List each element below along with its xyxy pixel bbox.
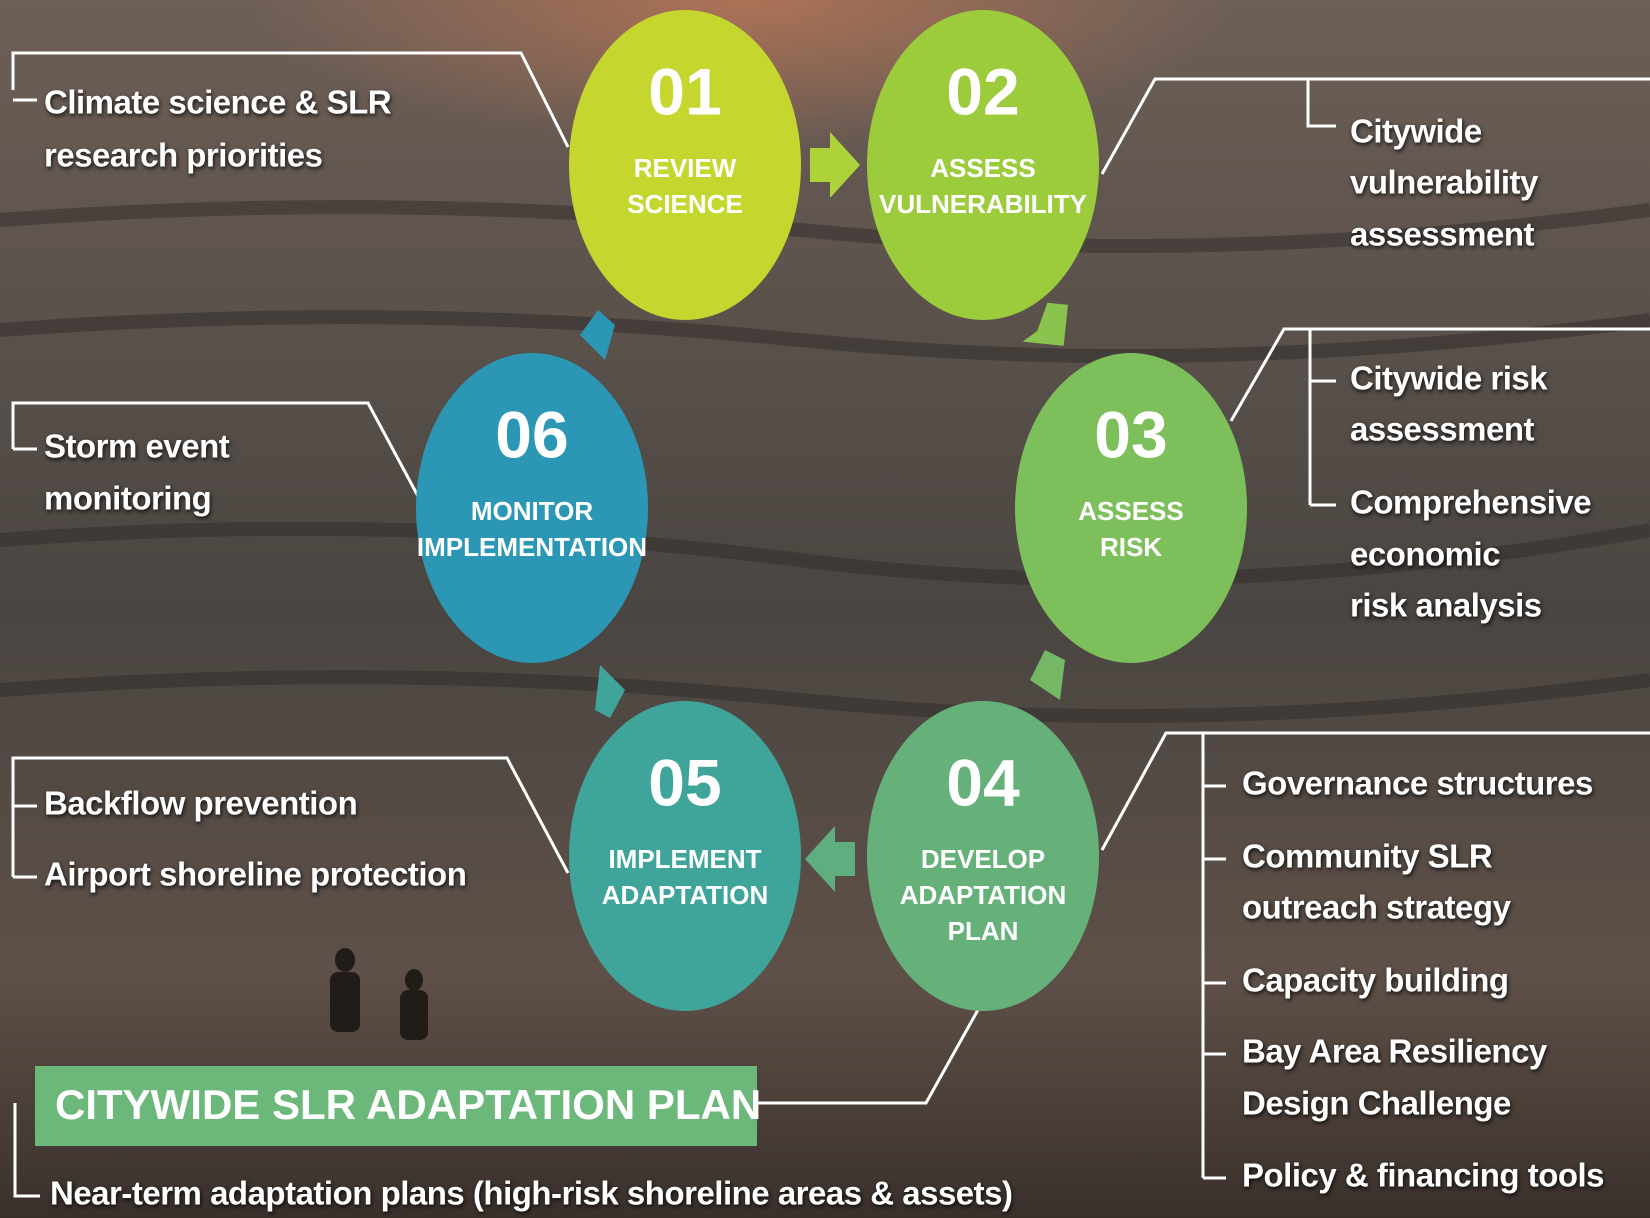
note-text: Design Challenge — [1242, 1085, 1511, 1122]
step-label: ADAPTATION — [602, 880, 769, 910]
step-label: SCIENCE — [627, 189, 743, 219]
note-text: Climate science & SLR — [44, 84, 392, 121]
note-text: Governance structures — [1242, 765, 1593, 802]
plan-note: Near-term adaptation plans (high-risk sh… — [50, 1175, 1012, 1212]
note-text: Backflow prevention — [44, 785, 357, 822]
step-number: 03 — [1094, 397, 1167, 471]
step-label: REVIEW — [634, 153, 737, 183]
note-text: assessment — [1350, 216, 1534, 253]
note-text: Storm event — [44, 428, 230, 465]
note-text: Citywide — [1350, 113, 1482, 150]
step-label: IMPLEMENT — [608, 844, 761, 874]
note-text: Bay Area Resiliency — [1242, 1033, 1548, 1070]
step-number: 04 — [946, 745, 1020, 819]
note-text: economic — [1350, 536, 1500, 573]
step-number: 06 — [495, 397, 568, 471]
note-text: vulnerability — [1350, 164, 1539, 201]
note-text: assessment — [1350, 411, 1534, 448]
step-label: ASSESS — [1078, 496, 1184, 526]
plan-title: CITYWIDE SLR ADAPTATION PLAN — [55, 1081, 761, 1128]
note-text: outreach strategy — [1242, 889, 1512, 926]
note-text: Citywide risk — [1350, 360, 1548, 397]
diagram: CITYWIDE SLR ADAPTATION PLAN Near-term a… — [0, 0, 1650, 1218]
step-label: RISK — [1100, 532, 1162, 562]
step-label: ASSESS — [930, 153, 1036, 183]
note-text: Policy & financing tools — [1242, 1157, 1604, 1194]
note-text: Comprehensive — [1350, 484, 1591, 521]
step-label: IMPLEMENTATION — [417, 532, 647, 562]
note-text: Community SLR — [1242, 838, 1493, 875]
note-text: Capacity building — [1242, 962, 1509, 999]
step-number: 01 — [648, 54, 721, 128]
step-label: VULNERABILITY — [879, 189, 1087, 219]
step-label: MONITOR — [471, 496, 594, 526]
note-text: Airport shoreline protection — [44, 856, 466, 893]
step-label: DEVELOP — [921, 844, 1045, 874]
note-text: risk analysis — [1350, 587, 1542, 624]
note-text: research priorities — [44, 137, 322, 174]
step-number: 05 — [648, 745, 721, 819]
step-label: PLAN — [948, 916, 1019, 946]
step-label: ADAPTATION — [900, 880, 1067, 910]
step-number: 02 — [946, 54, 1019, 128]
note-text: monitoring — [44, 480, 211, 517]
